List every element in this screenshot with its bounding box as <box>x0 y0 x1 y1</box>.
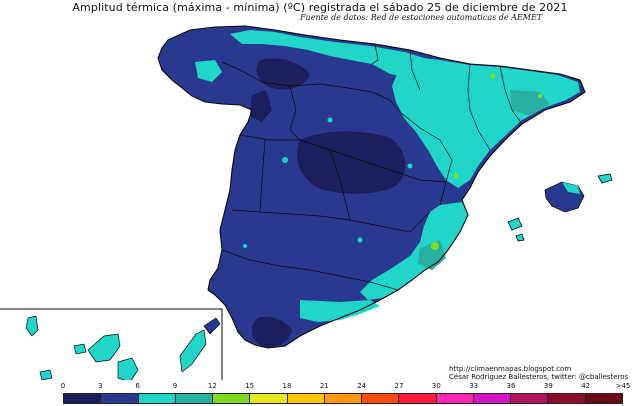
zone-high-spot-2 <box>453 173 459 179</box>
zone-mid-high-murcia <box>418 240 446 270</box>
legend-tick-label: 21 <box>319 382 329 390</box>
zone-high-spot-3 <box>490 73 496 79</box>
zone-mid-spot-3 <box>327 117 333 123</box>
zone-high-spot-4 <box>538 94 542 98</box>
legend-tick-label: 24 <box>357 382 367 390</box>
zone-mid-spot-5 <box>243 244 247 248</box>
legend-tick-label: 36 <box>506 382 516 390</box>
fuerteventura <box>179 329 207 373</box>
legend-swatch <box>175 394 214 403</box>
lanzarote <box>203 317 221 335</box>
zone-mid-spot-4 <box>407 163 413 169</box>
credit-url: http://climaenmapas.blogspot.com <box>449 365 572 373</box>
zone-mid-east-coast <box>360 202 468 300</box>
legend-swatch <box>436 394 474 403</box>
legend-swatch <box>138 394 176 403</box>
legend-tick-label: 3 <box>98 382 103 390</box>
zone-high-spot-1 <box>431 242 439 250</box>
legend-swatch <box>287 394 325 403</box>
zone-very-low-central <box>296 131 406 194</box>
legend-swatch <box>101 394 139 403</box>
legend-tick-label: 15 <box>245 382 255 390</box>
mallorca-coast-mid <box>562 182 580 194</box>
legend-tick-label: 42 <box>581 382 591 390</box>
credit-block: http://climaenmapas.blogspot.com César R… <box>449 365 628 381</box>
legend-swatch <box>548 394 586 403</box>
color-legend: 0 3 6 9 12 15 18 21 24 27 30 33 36 39 42 >45 <box>0 382 640 406</box>
credit-author: César Rodríguez Ballesteros, twitter: @c… <box>449 373 629 381</box>
legend-swatch <box>324 394 363 403</box>
formentera <box>515 233 525 242</box>
ibiza <box>507 217 523 231</box>
legend-tick-label: 30 <box>431 382 441 390</box>
la-palma <box>25 315 39 337</box>
spain-amplitude-map <box>0 25 613 380</box>
zone-mid-galicia <box>195 60 222 82</box>
legend-swatch <box>250 394 288 403</box>
zone-mid-spot-1 <box>282 157 288 163</box>
zone-very-low-north <box>256 58 310 90</box>
menorca <box>597 173 613 184</box>
legend-tick-label: 6 <box>135 382 140 390</box>
gran-canaria <box>117 357 139 380</box>
legend-tick-label: 27 <box>394 382 404 390</box>
legend-swatch <box>511 394 549 403</box>
el-hierro <box>39 369 53 380</box>
legend-swatch <box>213 394 251 403</box>
legend-swatch <box>585 394 622 403</box>
legend-tick-label: 0 <box>60 382 66 390</box>
legend-swatch <box>64 394 102 403</box>
canary-inset-frame <box>0 308 223 380</box>
legend-swatch <box>399 394 437 403</box>
mallorca <box>544 181 585 213</box>
legend-swatch <box>473 394 512 403</box>
zone-very-low-west <box>250 90 272 122</box>
zone-mid-northeast <box>392 56 580 188</box>
zone-very-low-south <box>251 316 292 348</box>
legend-swatch <box>362 394 400 403</box>
legend-color-bar <box>63 393 623 404</box>
tenerife <box>87 333 121 363</box>
map-title: Amplitud térmica (máxima - mínima) (ºC) … <box>72 1 568 14</box>
zone-mid-north-coast <box>230 30 430 78</box>
la-gomera <box>73 343 87 355</box>
zone-mid-spot-2 <box>357 237 363 243</box>
legend-tick-label: 9 <box>172 382 178 390</box>
legend-tick-label: 12 <box>207 382 217 390</box>
legend-tick-label: 39 <box>543 382 553 390</box>
zone-mid-south-coast <box>300 300 380 322</box>
legend-tick-label: >45 <box>615 382 631 390</box>
data-source-subtitle: Fuente de datos: Red de estaciones autom… <box>300 13 543 22</box>
region-borders <box>157 25 586 349</box>
canary-islands <box>25 315 221 380</box>
legend-tick-label: 18 <box>282 382 292 390</box>
legend-tick-label: 33 <box>469 382 479 390</box>
